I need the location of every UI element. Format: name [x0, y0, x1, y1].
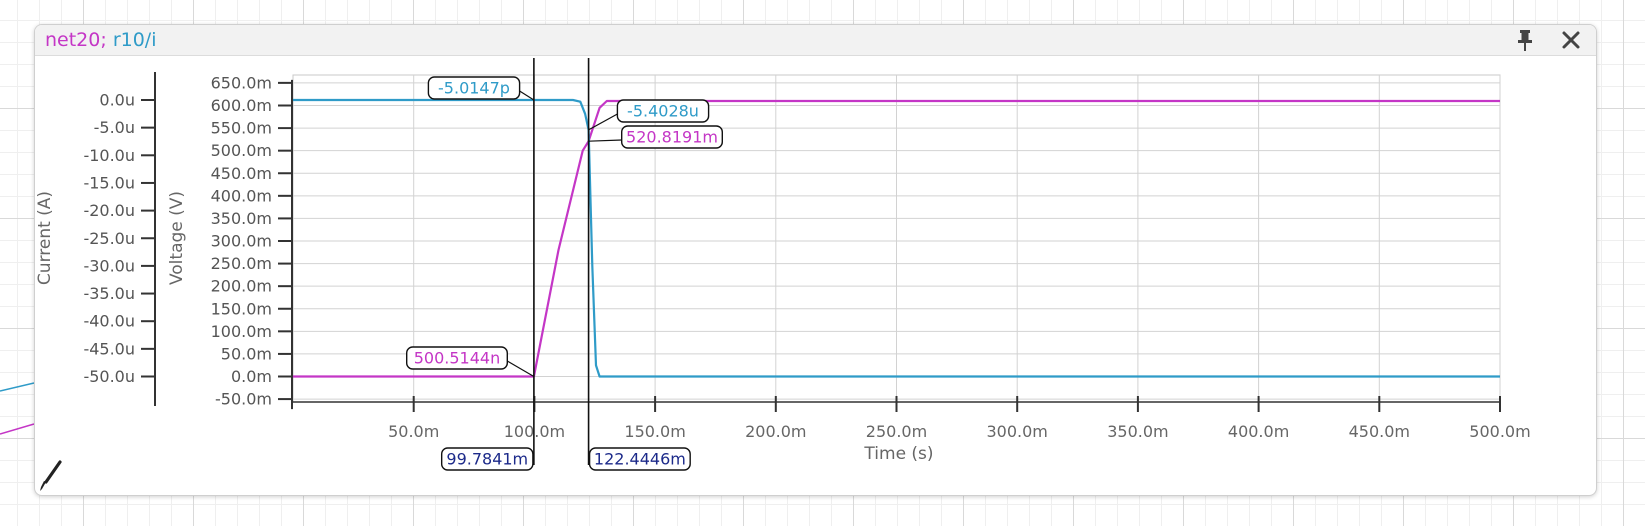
current-tick-label: -5.0u — [94, 118, 135, 137]
annotation-leader — [506, 360, 535, 378]
annotation-leader — [588, 139, 622, 142]
annotation-net20-cursor2-box — [621, 125, 724, 149]
annotation-r10-i-cursor1-box — [427, 76, 521, 100]
schematic-wire-blue — [0, 382, 35, 392]
waveform-plot: 50.0m 100.0m 150.0m 200.0m 250.0m 300.0m 350.0… — [35, 58, 1531, 471]
cursor-readout-2: 122.4446m — [594, 450, 686, 469]
current-tick-label: -25.0u — [83, 229, 135, 248]
x-tick-label: 450.0m — [1349, 422, 1410, 441]
annotation-net20-cursor2: 520.8191m — [626, 128, 718, 147]
title-signal-net20: net20 — [45, 29, 101, 51]
pin-button[interactable] — [1512, 27, 1538, 53]
voltage-tick-label: 0.0m — [231, 367, 272, 386]
x-tick-label: 50.0m — [388, 422, 439, 441]
waveform-viewer-window: 50.0m 100.0m 150.0m 200.0m 250.0m 300.0m 350.0… — [34, 24, 1597, 496]
close-icon — [1562, 31, 1580, 49]
x-tick-label: 400.0m — [1228, 422, 1289, 441]
annotation-net20-cursor1: 500.5144n — [414, 349, 500, 368]
schematic-wire-magenta — [0, 423, 35, 435]
voltage-tick-label: 550.0m — [211, 119, 272, 138]
window-title: net20; r10/i — [45, 28, 156, 52]
close-button[interactable] — [1558, 27, 1584, 53]
voltage-tick-label: 250.0m — [211, 254, 272, 273]
x-tick-label: 350.0m — [1107, 422, 1168, 441]
x-tick-label: 200.0m — [745, 422, 806, 441]
x-tick-label: 150.0m — [624, 422, 685, 441]
current-tick-label: -30.0u — [83, 256, 135, 275]
current-tick-label: -35.0u — [83, 284, 135, 303]
current-tick-label: -45.0u — [83, 339, 135, 358]
brush-icon — [40, 460, 62, 491]
current-tick-label: -20.0u — [83, 201, 135, 220]
current-axis-title: Current (A) — [35, 191, 55, 285]
annotation-r10-i-cursor2: -5.4028u — [627, 102, 699, 121]
brush-tool-button[interactable] — [37, 459, 65, 493]
voltage-axis-title: Voltage (V) — [167, 191, 187, 285]
pin-icon — [1518, 30, 1532, 51]
current-tick-label: 0.0u — [99, 91, 135, 110]
voltage-tick-label: 200.0m — [211, 277, 272, 296]
series-line-net20 — [293, 99, 1500, 378]
title-signal-r10-i: r10/i — [112, 29, 157, 51]
voltage-tick-label: 650.0m — [211, 73, 272, 92]
x-tick-label: 250.0m — [866, 422, 927, 441]
window-titlebar: net20; r10/i — [35, 25, 1596, 56]
annotation-r10-i-cursor1: -5.0147p — [438, 79, 510, 98]
x-tick-label: 300.0m — [987, 422, 1048, 441]
voltage-tick-label: 150.0m — [211, 299, 272, 318]
voltage-tick-label: 450.0m — [211, 164, 272, 183]
voltage-tick-label: 50.0m — [221, 344, 272, 363]
voltage-tick-label: 100.0m — [211, 322, 272, 341]
current-tick-label: -40.0u — [83, 312, 135, 331]
voltage-tick-label: -50.0m — [215, 390, 272, 409]
voltage-tick-label: 350.0m — [211, 209, 272, 228]
title-separator: ; — [100, 29, 113, 51]
voltage-tick-label: 400.0m — [211, 186, 272, 205]
voltage-tick-label: 500.0m — [211, 141, 272, 160]
cursor-readout-2-box — [588, 447, 691, 471]
current-tick-label: -15.0u — [83, 173, 135, 192]
voltage-tick-label: 300.0m — [211, 232, 272, 251]
current-tick-label: -10.0u — [83, 146, 135, 165]
x-tick-label: 500.0m — [1469, 422, 1530, 441]
current-tick-label: -50.0u — [83, 367, 135, 386]
annotation-leader — [588, 113, 618, 131]
cursor-readout-1: 99.7841m — [446, 450, 528, 469]
cursor-readout-1-box — [440, 447, 534, 471]
x-axis-title: Time (s) — [863, 444, 933, 464]
annotation-leader — [519, 90, 535, 101]
annotation-net20-cursor1-box — [406, 346, 509, 370]
voltage-tick-label: 600.0m — [211, 96, 272, 115]
annotation-r10-i-cursor2-box — [616, 99, 710, 123]
